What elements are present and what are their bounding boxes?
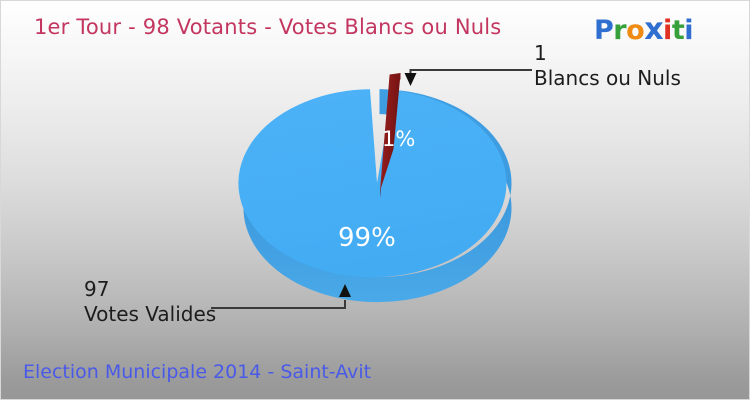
logo-letter-t: t [671, 15, 685, 46]
valides-percent-label: 99% [338, 223, 396, 253]
logo-letter-p: P [594, 15, 614, 46]
callout-votes-valides: 97 Votes Valides [84, 277, 216, 327]
blancs-leader-line [404, 69, 532, 86]
logo-letter-o: o [626, 15, 645, 46]
logo-letter-x: x [644, 12, 664, 47]
valides-leader-line [211, 284, 351, 309]
callout-blancs-label: Blancs ou Nuls [534, 66, 681, 90]
blancs-percent-label: 1% [382, 127, 416, 151]
callout-blancs-ou-nuls: 1 Blancs ou Nuls [534, 41, 681, 91]
proxiti-logo[interactable]: Proxiti [594, 12, 693, 47]
footer-caption: Election Municipale 2014 - Saint-Avit [23, 361, 372, 383]
callout-blancs-value: 1 [534, 41, 547, 65]
valides-slice[interactable] [238, 65, 512, 303]
callout-valides-label: Votes Valides [84, 302, 217, 326]
logo-letter-r: r [613, 15, 627, 46]
logo-letter-i1: i [663, 15, 672, 46]
callout-valides-value: 97 [84, 277, 110, 301]
logo-letter-i2: i [684, 15, 693, 46]
page-title: 1er Tour - 98 Votants - Votes Blancs ou … [34, 15, 502, 39]
